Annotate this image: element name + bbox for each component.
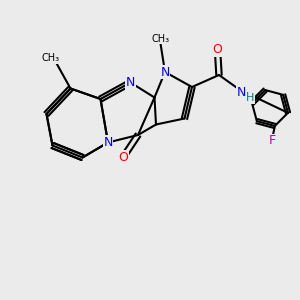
Text: CH₃: CH₃: [42, 53, 60, 64]
Text: N: N: [103, 136, 113, 149]
Text: H: H: [246, 93, 255, 103]
Text: N: N: [237, 86, 246, 100]
Text: CH₃: CH₃: [152, 34, 169, 44]
Text: O: O: [118, 151, 128, 164]
Text: N: N: [160, 65, 170, 79]
Text: F: F: [268, 134, 275, 148]
Text: O: O: [213, 43, 222, 56]
Text: N: N: [126, 76, 135, 89]
